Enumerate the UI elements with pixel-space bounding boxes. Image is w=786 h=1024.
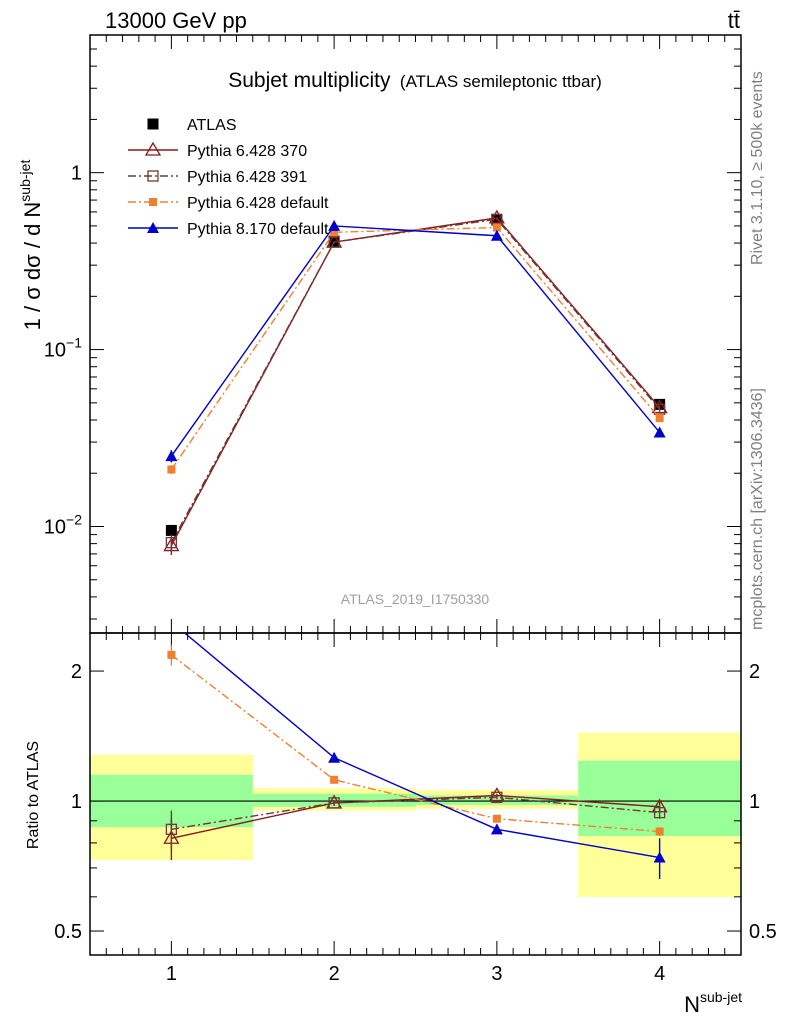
main-series bbox=[163, 209, 668, 555]
marker bbox=[490, 229, 503, 241]
marker bbox=[167, 650, 176, 659]
marker bbox=[491, 791, 503, 803]
marker bbox=[653, 806, 666, 819]
marker bbox=[147, 222, 159, 233]
marker bbox=[488, 209, 506, 224]
legend-entry-p6_391: Pythia 6.428 391 bbox=[128, 169, 307, 186]
rivet-label: Rivet 3.1.10, ≥ 500k events bbox=[749, 71, 766, 265]
legend-entry-p6_370: Pythia 6.428 370 bbox=[128, 141, 307, 160]
marker bbox=[165, 524, 177, 536]
legend-label: ATLAS bbox=[187, 117, 237, 134]
legend-label: Pythia 6.428 default bbox=[187, 195, 329, 212]
marker bbox=[492, 814, 501, 823]
source-label: mcplots.cern.ch [arXiv:1306.3436] bbox=[749, 388, 766, 630]
y-tick-label-exp: −1 bbox=[66, 335, 82, 351]
series-p6_default bbox=[167, 223, 664, 475]
marker bbox=[651, 399, 668, 414]
series-p6_370 bbox=[163, 209, 668, 555]
plot-title: Subjet multiplicity (ATLAS semileptonic … bbox=[228, 69, 602, 92]
marker bbox=[330, 775, 339, 784]
band-green bbox=[578, 760, 741, 836]
ratio-series-p8_default bbox=[183, 633, 666, 879]
marker bbox=[488, 787, 506, 802]
marker bbox=[490, 823, 503, 835]
legend-label: Pythia 6.428 391 bbox=[187, 169, 307, 186]
marker bbox=[328, 236, 340, 248]
y-tick-label: 1 bbox=[71, 163, 82, 185]
x-axis-label: Nsub-jet bbox=[684, 989, 742, 1017]
ratio-y-tick-label-right: 0.5 bbox=[749, 921, 777, 943]
ratio-y-tick-label: 2 bbox=[71, 661, 82, 683]
marker bbox=[149, 198, 157, 206]
marker bbox=[147, 170, 159, 182]
watermark: ATLAS_2019_I1750330 bbox=[341, 591, 490, 607]
series-p6_391 bbox=[165, 213, 666, 552]
legend-label: Pythia 8.170 default bbox=[187, 221, 329, 238]
series-line bbox=[170, 226, 661, 470]
legend: ATLAS Pythia 6.428 370 Pythia 6.428 391 Pyt… bbox=[128, 117, 329, 238]
marker bbox=[328, 219, 341, 231]
legend-label: Pythia 6.428 370 bbox=[187, 143, 307, 160]
x-tick-label: 2 bbox=[329, 963, 340, 985]
series-line bbox=[170, 225, 661, 457]
ratio-axis-ticks: 0.5 0.5 1 1 2 2 1 2 3 4 bbox=[54, 633, 777, 985]
ratio-y-tick-label: 0.5 bbox=[54, 921, 82, 943]
legend-entry-p6_default: Pythia 6.428 default bbox=[128, 195, 329, 212]
legend-entry-p8_default: Pythia 8.170 default bbox=[128, 221, 329, 238]
legend-entry-atlas: ATLAS bbox=[147, 117, 237, 134]
ratio-series-p6_default bbox=[167, 644, 664, 836]
series-line bbox=[170, 217, 661, 546]
main-axis-ticks: 10−210−11 bbox=[44, 34, 742, 633]
main-y-axis-label: 1 / σ dσ / d Nsub-jet bbox=[17, 160, 45, 331]
marker bbox=[328, 797, 340, 809]
main-y-axis-label-sup: sub-jet bbox=[17, 160, 33, 202]
x-tick-label: 3 bbox=[491, 963, 502, 985]
ratio-y-tick-label-right: 1 bbox=[749, 791, 760, 813]
ratio-series bbox=[163, 633, 668, 879]
marker bbox=[492, 223, 501, 232]
y-tick-label-base: 10 bbox=[44, 516, 66, 538]
marker bbox=[144, 141, 162, 156]
main-y-axis-label-text: 1 / σ dσ / d N bbox=[20, 202, 45, 331]
ratio-series-line bbox=[170, 654, 660, 833]
y-tick-label: 10−1 bbox=[44, 335, 82, 362]
y-tick-label-exp: −2 bbox=[66, 511, 82, 527]
x-axis-label-sup: sub-jet bbox=[700, 989, 742, 1005]
y-tick-label-base: 1 bbox=[71, 163, 82, 185]
ratio-panel: 0.5 0.5 1 1 2 2 1 2 3 4 bbox=[54, 632, 777, 985]
x-tick-label: 4 bbox=[654, 963, 665, 985]
series-p8_default bbox=[165, 219, 666, 463]
marker bbox=[165, 823, 178, 835]
main-panel: 10−210−11 Subjet multiplicity (ATLAS sem… bbox=[44, 34, 742, 634]
ratio-series-line bbox=[171, 796, 660, 831]
ratio-uncertainty-bands bbox=[90, 732, 741, 897]
marker bbox=[147, 118, 159, 130]
series-line bbox=[170, 218, 661, 544]
ratio-y-tick-label-right: 2 bbox=[749, 661, 760, 683]
ratio-series-clipped bbox=[163, 633, 668, 879]
marker bbox=[165, 537, 178, 549]
ratio-y-axis-label: Ratio to ATLAS bbox=[25, 741, 42, 849]
marker bbox=[328, 751, 341, 763]
series-atlas bbox=[165, 214, 666, 536]
ratio-series-line bbox=[183, 633, 660, 859]
plot-title-main: Subjet multiplicity bbox=[228, 69, 391, 92]
ratio-y-tick-label: 1 bbox=[71, 791, 82, 813]
ratio-series-p6_391 bbox=[165, 791, 666, 851]
marker bbox=[653, 851, 666, 863]
marker bbox=[655, 827, 664, 836]
marker bbox=[653, 426, 666, 438]
marker bbox=[655, 414, 664, 423]
marker bbox=[165, 450, 178, 462]
plot-title-sub: (ATLAS semileptonic ttbar) bbox=[400, 72, 602, 91]
y-tick-label: 10−2 bbox=[44, 511, 82, 538]
y-tick-label-base: 10 bbox=[44, 340, 66, 362]
marker bbox=[330, 228, 339, 237]
energy-label: 13000 GeV pp bbox=[105, 8, 247, 33]
x-axis-label-text: N bbox=[684, 992, 700, 1017]
process-label: tt̄ bbox=[728, 8, 740, 33]
x-tick-label: 1 bbox=[166, 963, 177, 985]
marker bbox=[167, 465, 176, 474]
